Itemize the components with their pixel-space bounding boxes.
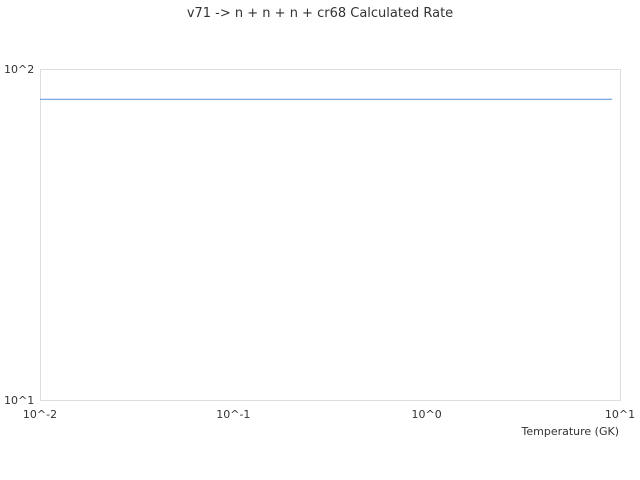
x-tick-label: 10^-2 <box>23 408 57 421</box>
x-tick-label: 10^0 <box>412 408 442 421</box>
y-tick-label: 10^1 <box>4 394 34 407</box>
x-tick-label: 10^-1 <box>216 408 250 421</box>
x-tick-label: 10^1 <box>605 408 635 421</box>
y-tick-label: 10^2 <box>4 63 34 76</box>
chart-title: v71 -> n + n + n + cr68 Calculated Rate <box>187 6 453 21</box>
x-axis-label: Temperature (GK) <box>521 425 620 438</box>
plot-area <box>40 69 621 401</box>
